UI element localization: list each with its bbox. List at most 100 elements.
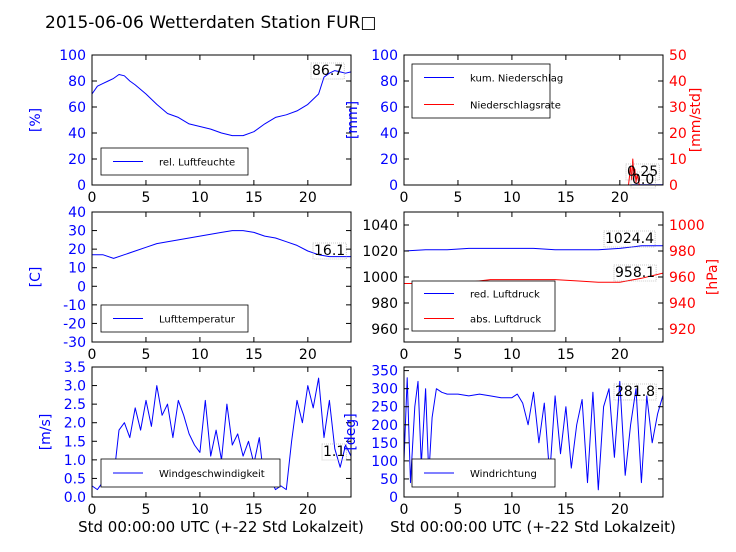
y-tick-label-temperature: -30	[63, 335, 86, 351]
y-tick-label-windspeed: 0.0	[64, 490, 86, 506]
value-annotation-box-humidity	[310, 62, 345, 80]
y2-axis-label-pressure: [hPa]	[705, 259, 721, 295]
x-tick-label-temperature: 15	[245, 347, 263, 363]
legend-box-precipitation	[411, 63, 551, 119]
x-tick-label-pressure: 20	[611, 347, 629, 363]
legend-label-precipitation: Niederschlagsrate	[470, 101, 561, 112]
x-tick-label-windspeed: 10	[191, 502, 209, 518]
x-tick-label-windspeed: 20	[299, 502, 317, 518]
y-tick-label-humidity: 20	[68, 152, 86, 168]
y-tick-label-humidity: 0	[77, 178, 86, 194]
x-tick-label-pressure: 10	[503, 347, 521, 363]
x-tick-label-windspeed: 15	[245, 502, 263, 518]
y-tick-label-temperature: 0	[77, 279, 86, 295]
value-annotation-box-pressure	[613, 264, 657, 282]
y-tick-label-pressure: 1000	[362, 270, 398, 286]
legend-label-pressure: abs. Luftdruck	[470, 315, 541, 326]
series-line-humidity-0	[91, 70, 352, 137]
y-tick-label-winddirection: 250	[371, 400, 398, 416]
panel-humidity: 0 5 10 15 20 0 20 40 60 80 100 [%] rel. Luftfeuchte 8…	[28, 48, 352, 206]
x-tick-label-winddirection: 0	[400, 502, 409, 518]
panel-precipitation: 0 5 10 15 20 0 20 40 60 80 100 0 10 20 30 40 50 [mm] [mm/s…	[345, 48, 704, 206]
x-tick-label-precipitation: 5	[453, 190, 462, 206]
y2-tick-label-precipitation: 20	[669, 126, 687, 142]
y-tick-label-temperature: -20	[63, 316, 86, 332]
series-line-pressure-0	[403, 245, 663, 252]
y-axis-label-windspeed: [m/s]	[38, 414, 54, 451]
y-tick-label-winddirection: 50	[380, 472, 398, 488]
x-tick-label-precipitation: 20	[611, 190, 629, 206]
panel-temperature: 0 5 10 15 20 -30 -20 -10 0 10 20 30 40 [C] Lufttempera…	[28, 205, 352, 363]
value-annotation-box-pressure	[603, 230, 656, 248]
y2-tick-label-precipitation: 10	[669, 152, 687, 168]
series-line-temperature-0	[92, 230, 351, 259]
value-annotation-box-windspeed	[321, 443, 347, 461]
y-tick-label-humidity: 80	[68, 74, 86, 90]
x-tick-label-windspeed: 0	[88, 502, 97, 518]
series-line-precipitation-1	[404, 158, 663, 186]
x-tick-label-winddirection: 20	[611, 502, 629, 518]
y-tick-label-winddirection: 350	[371, 364, 398, 380]
y-tick-label-temperature: 40	[68, 205, 86, 221]
y-tick-label-winddirection: 300	[371, 382, 398, 398]
y-tick-label-temperature: -10	[63, 298, 86, 314]
panel-winddirection: 0 5 10 15 20050100150200250300350[deg]Windri…	[343, 364, 664, 518]
y2-tick-label-pressure: 980	[669, 244, 696, 260]
value-annotation-pressure: 958.1	[615, 265, 655, 281]
x-axis-label-right: Std 00:00:00 UTC (+-22 Std Lokalzeit)	[390, 518, 676, 536]
value-annotation-box-temperature	[312, 242, 347, 260]
y2-tick-label-precipitation: 40	[669, 74, 687, 90]
series-line-winddirection-0	[403, 377, 664, 491]
y-tick-label-windspeed: 1.5	[64, 434, 86, 450]
y2-tick-label-pressure: 940	[669, 296, 696, 312]
x-tick-label-pressure: 5	[453, 347, 462, 363]
y-tick-label-windspeed: 3.0	[64, 379, 86, 395]
x-tick-label-humidity: 5	[141, 190, 150, 206]
x-tick-label-pressure: 15	[557, 347, 575, 363]
y-tick-label-precipitation: 100	[371, 48, 398, 64]
y-tick-label-pressure: 1040	[362, 218, 398, 234]
y2-tick-label-precipitation: 50	[669, 48, 687, 64]
panel-pressure: 0 5 10 15 20 960 980 1000 1020 1040 920 940 960 980 10…	[362, 211, 721, 363]
y-tick-label-windspeed: 2.5	[64, 397, 86, 413]
y-axis-label-temperature: [C]	[28, 267, 44, 288]
y2-tick-label-pressure: 920	[669, 322, 696, 338]
x-tick-label-temperature: 10	[191, 347, 209, 363]
y-tick-label-windspeed: 1.0	[64, 453, 86, 469]
x-tick-label-winddirection: 10	[503, 502, 521, 518]
legend-label-winddirection: Windrichtung	[470, 469, 537, 480]
value-annotation-pressure: 1024.4	[605, 231, 654, 247]
value-annotation-box-winddirection	[613, 383, 657, 401]
y-axis-label-precipitation: [mm]	[345, 101, 361, 139]
y-tick-label-winddirection: 100	[371, 454, 398, 470]
value-annotation-box-precipitation	[630, 171, 656, 189]
y2-tick-label-precipitation: 30	[669, 100, 687, 116]
y-tick-label-temperature: 30	[68, 224, 86, 240]
plot-frame-temperature	[91, 211, 352, 343]
value-annotation-precipitation: 0.25	[627, 164, 658, 180]
y-tick-label-pressure: 980	[371, 296, 398, 312]
y-tick-label-humidity: 60	[68, 100, 86, 116]
panel-windspeed: 0 5 10 15 20 0.0 0.5 1.0 1.5 2.0 2.5 3.0 3.5 [m/s] Win…	[38, 360, 352, 518]
y-tick-label-winddirection: 200	[371, 418, 398, 434]
x-tick-label-windspeed: 5	[141, 502, 150, 518]
y2-axis-label-precipitation: [mm/std]	[688, 88, 704, 153]
value-annotation-humidity: 86.7	[312, 63, 343, 79]
y-tick-label-windspeed: 2.0	[64, 416, 86, 432]
y2-tick-label-pressure: 1000	[669, 218, 705, 234]
y-tick-label-precipitation: 40	[380, 126, 398, 142]
y2-tick-label-precipitation: 0	[669, 178, 678, 194]
plot-frame-windspeed	[91, 366, 352, 498]
y-tick-label-precipitation: 80	[380, 74, 398, 90]
plot-frame-humidity	[91, 54, 352, 186]
legend-label-precipitation: kum. Niederschlag	[470, 74, 563, 85]
x-tick-label-temperature: 5	[141, 347, 150, 363]
legend-label-pressure: red. Luftdruck	[470, 290, 540, 301]
x-tick-label-humidity: 10	[191, 190, 209, 206]
x-tick-label-winddirection: 15	[557, 502, 575, 518]
x-tick-label-temperature: 20	[299, 347, 317, 363]
x-tick-label-humidity: 15	[245, 190, 263, 206]
x-tick-label-precipitation: 15	[557, 190, 575, 206]
legend-box-pressure	[411, 280, 556, 332]
